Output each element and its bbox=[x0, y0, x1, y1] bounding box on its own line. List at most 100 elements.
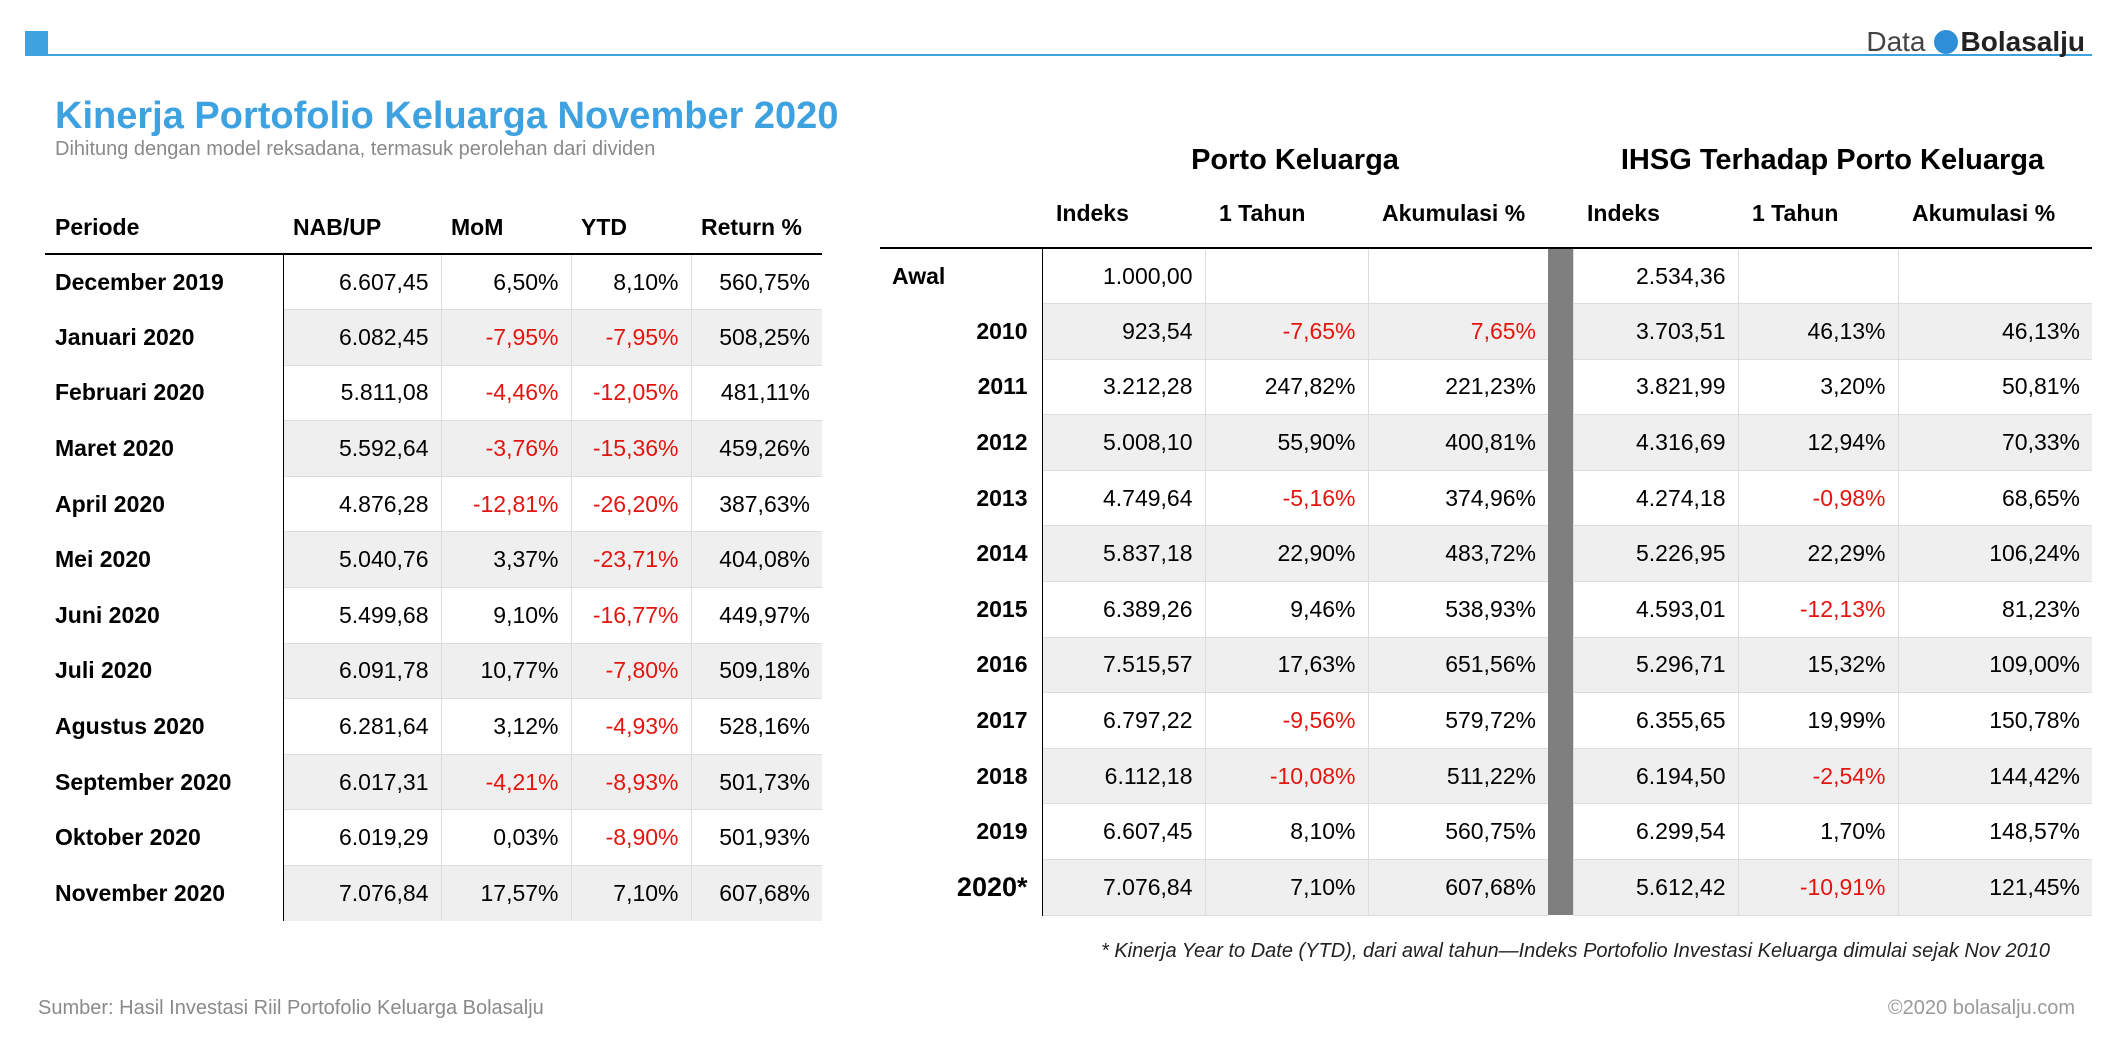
value-cell: 0,03% bbox=[440, 809, 571, 867]
value-cell: -23,71% bbox=[570, 531, 691, 589]
value-cell: 5.837,18 bbox=[1041, 525, 1205, 583]
value-cell: 7.515,57 bbox=[1041, 637, 1205, 694]
value-cell: -16,77% bbox=[570, 587, 691, 644]
year-cell: 2011 bbox=[880, 359, 1043, 415]
value-cell: 459,26% bbox=[690, 420, 822, 477]
table-row: Mei 2020 5.040,76 3,37% -23,71% 404,08% bbox=[45, 531, 822, 589]
period-cell: September 2020 bbox=[45, 754, 284, 810]
value-cell: 5.040,76 bbox=[282, 531, 441, 589]
table-row: 2014 5.837,18 22,90% 483,72% 5.226,95 22,29% 1… bbox=[880, 525, 2092, 583]
value-cell: -10,08% bbox=[1204, 748, 1368, 805]
value-cell: 509,18% bbox=[690, 643, 822, 700]
value-cell: -0,98% bbox=[1737, 470, 1898, 527]
value-cell: 7.076,84 bbox=[1041, 859, 1205, 916]
value-cell: -9,56% bbox=[1204, 692, 1368, 749]
period-cell: Januari 2020 bbox=[45, 309, 284, 366]
value-cell: 607,68% bbox=[690, 865, 822, 922]
value-cell: -12,13% bbox=[1737, 581, 1898, 638]
value-cell: 9,10% bbox=[440, 587, 571, 644]
value-cell: 9,46% bbox=[1204, 581, 1368, 638]
value-cell: -7,65% bbox=[1204, 303, 1368, 360]
value-cell: 6.389,26 bbox=[1041, 581, 1205, 638]
value-cell: -7,95% bbox=[570, 309, 691, 366]
value-cell: 6.019,29 bbox=[282, 809, 441, 867]
value-cell: 387,63% bbox=[690, 476, 822, 533]
value-cell: 17,63% bbox=[1204, 637, 1368, 694]
value-cell: 8,10% bbox=[1204, 803, 1368, 861]
value-cell: 70,33% bbox=[1897, 414, 2092, 471]
value-cell: 6.281,64 bbox=[282, 698, 441, 755]
value-cell: 6.194,50 bbox=[1572, 748, 1738, 805]
value-cell: 68,65% bbox=[1897, 470, 2092, 527]
copyright-text: ©2020 bolasalju.com bbox=[1887, 997, 2075, 1019]
value-cell: 3.212,28 bbox=[1041, 359, 1205, 416]
value-cell: 404,08% bbox=[690, 531, 822, 589]
value-cell: 501,73% bbox=[690, 754, 822, 811]
yearly-header-5: Akumulasi % bbox=[1898, 180, 2092, 249]
year-cell: 2017 bbox=[880, 692, 1043, 749]
year-cell: 2018 bbox=[880, 748, 1043, 804]
period-cell: Juli 2020 bbox=[45, 643, 284, 699]
value-cell: 508,25% bbox=[690, 309, 822, 366]
table-row: 2020* 7.076,84 7,10% 607,68% 5.612,42 -10,91%… bbox=[880, 859, 2092, 916]
value-cell: 6.082,45 bbox=[282, 309, 441, 366]
value-cell: 3,20% bbox=[1737, 359, 1898, 416]
source-text: Sumber: Hasil Investasi Riil Portofolio … bbox=[38, 997, 544, 1019]
yearly-header-4: 1 Tahun bbox=[1738, 180, 1898, 249]
value-cell: 7,10% bbox=[1204, 859, 1368, 916]
value-cell: -8,90% bbox=[570, 809, 691, 867]
value-cell: 4.274,18 bbox=[1572, 470, 1738, 527]
value-cell: 121,45% bbox=[1897, 859, 2092, 916]
value-cell: 528,16% bbox=[690, 698, 822, 755]
year-cell: 2012 bbox=[880, 414, 1043, 471]
monthly-header-2: MoM bbox=[441, 202, 571, 255]
value-cell: 481,11% bbox=[690, 365, 822, 422]
value-cell: 6,50% bbox=[440, 254, 571, 311]
value-cell: 1,70% bbox=[1737, 803, 1898, 861]
page-title: Kinerja Portofolio Keluarga November 202… bbox=[55, 95, 839, 137]
value-cell: 6.091,78 bbox=[282, 643, 441, 700]
value-cell: -7,80% bbox=[570, 643, 691, 700]
value-cell: 221,23% bbox=[1367, 359, 1548, 416]
column-separator bbox=[1548, 692, 1573, 749]
value-cell: 607,68% bbox=[1367, 859, 1548, 916]
value-cell: 144,42% bbox=[1897, 748, 2092, 805]
brand-logo: Data Bolasalju bbox=[1866, 26, 2085, 58]
yearly-header-0: Indeks bbox=[1042, 180, 1205, 249]
column-separator bbox=[1548, 803, 1573, 860]
value-cell: -4,93% bbox=[570, 698, 691, 755]
column-separator bbox=[1548, 525, 1573, 582]
header-rule bbox=[25, 54, 2092, 56]
table-row: 2013 4.749,64 -5,16% 374,96% 4.274,18 -0,98% 6… bbox=[880, 470, 2092, 527]
value-cell: 5.008,10 bbox=[1041, 414, 1205, 471]
value-cell: 560,75% bbox=[1367, 803, 1548, 861]
value-cell: 10,77% bbox=[440, 643, 571, 700]
value-cell: 46,13% bbox=[1897, 303, 2092, 360]
value-cell: 3,12% bbox=[440, 698, 571, 755]
value-cell: 923,54 bbox=[1041, 303, 1205, 360]
value-cell: 3,37% bbox=[440, 531, 571, 589]
value-cell: 148,57% bbox=[1897, 803, 2092, 861]
brand-prefix: Data bbox=[1866, 26, 1926, 57]
value-cell: 55,90% bbox=[1204, 414, 1368, 471]
value-cell bbox=[1204, 248, 1368, 305]
section-ihsg: IHSG Terhadap Porto Keluarga bbox=[1620, 143, 2045, 176]
value-cell: 6.112,18 bbox=[1041, 748, 1205, 805]
value-cell: 374,96% bbox=[1367, 470, 1548, 527]
yearly-header-3: Indeks bbox=[1573, 180, 1738, 249]
monthly-header-1: NAB/UP bbox=[283, 202, 441, 255]
value-cell: 5.592,64 bbox=[282, 420, 441, 477]
monthly-header-4: Return % bbox=[691, 202, 822, 255]
table-row: Januari 2020 6.082,45 -7,95% -7,95% 508,25% bbox=[45, 309, 822, 366]
period-cell: Oktober 2020 bbox=[45, 809, 284, 866]
value-cell: 6.355,65 bbox=[1572, 692, 1738, 749]
period-cell: November 2020 bbox=[45, 865, 284, 922]
value-cell: 106,24% bbox=[1897, 525, 2092, 583]
value-cell: 4.876,28 bbox=[282, 476, 441, 533]
table-row: September 2020 6.017,31 -4,21% -8,93% 501,73… bbox=[45, 754, 822, 811]
value-cell: 560,75% bbox=[690, 254, 822, 311]
table-row: 2017 6.797,22 -9,56% 579,72% 6.355,65 19,99% 1… bbox=[880, 692, 2092, 749]
header-accent-square bbox=[25, 31, 48, 56]
value-cell: 109,00% bbox=[1897, 637, 2092, 694]
value-cell: 400,81% bbox=[1367, 414, 1548, 471]
